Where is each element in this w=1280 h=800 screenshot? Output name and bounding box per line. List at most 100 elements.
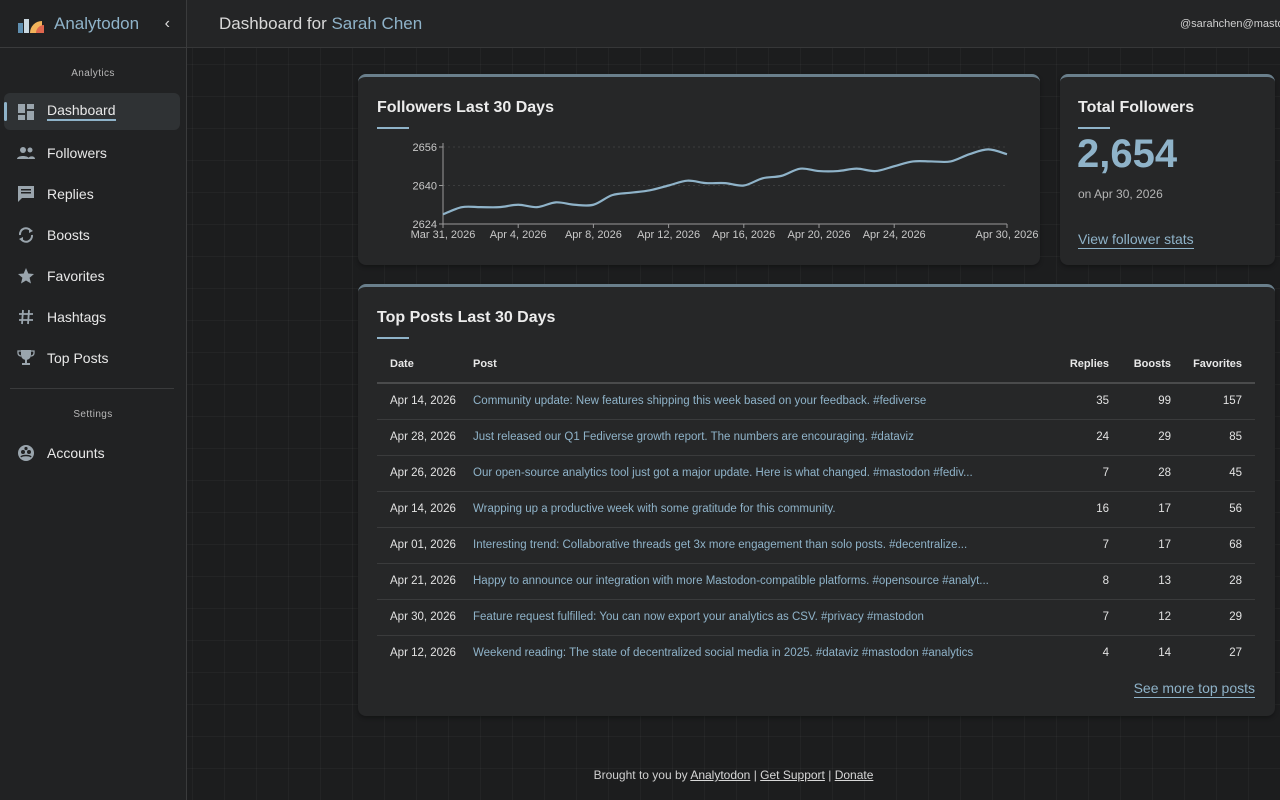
account-handle[interactable]: @sarahchen@mastodon.social <box>1180 17 1280 30</box>
x-tick-label: Apr 8, 2026 <box>565 229 622 241</box>
post-date: Apr 14, 2026 <box>377 383 473 420</box>
x-tick-label: Apr 20, 2026 <box>788 229 851 241</box>
post-boosts: 17 <box>1109 491 1171 528</box>
analytodon-logo-icon <box>18 18 44 33</box>
post-link[interactable]: Wrapping up a productive week with some … <box>473 491 1031 528</box>
top-posts-table: Date Post Replies Boosts Favorites Apr 1… <box>377 345 1255 671</box>
x-tick-label: Mar 31, 2026 <box>411 229 476 241</box>
column-header-favorites[interactable]: Favorites <box>1171 345 1255 384</box>
sidebar-item-followers[interactable]: Followers <box>4 134 180 171</box>
page-title-prefix: Dashboard for <box>219 13 327 33</box>
hashtag-icon <box>16 307 36 327</box>
table-row: Apr 26, 2026 Our open-source analytics t… <box>377 455 1255 492</box>
table-row: Apr 21, 2026 Happy to announce our integ… <box>377 563 1255 600</box>
sidebar-item-label: Followers <box>47 144 107 161</box>
column-header-date[interactable]: Date <box>377 345 473 384</box>
post-favorites: 68 <box>1171 527 1255 564</box>
sidebar-item-favorites[interactable]: Favorites <box>4 257 180 294</box>
sidebar-item-boosts[interactable]: Boosts <box>4 216 180 253</box>
sidebar-item-label: Top Posts <box>47 349 109 366</box>
post-boosts: 28 <box>1109 455 1171 492</box>
people-icon <box>16 143 36 163</box>
post-link[interactable]: Our open-source analytics tool just got … <box>473 455 1031 492</box>
footer-link-donate[interactable]: Donate <box>834 768 874 782</box>
post-link[interactable]: Just released our Q1 Fediverse growth re… <box>473 419 1031 456</box>
total-followers-value: 2,654 <box>1077 132 1178 176</box>
see-more-top-posts-link[interactable]: See more top posts <box>1133 680 1255 698</box>
star-icon <box>16 266 36 286</box>
post-link[interactable]: Interesting trend: Collaborative threads… <box>473 527 1031 564</box>
x-tick-label: Apr 24, 2026 <box>863 229 926 241</box>
total-followers-title: Total Followers <box>1078 99 1195 116</box>
y-tick-label: 2640 <box>413 181 437 193</box>
y-tick-label: 2624 <box>413 219 437 231</box>
post-favorites: 45 <box>1171 455 1255 492</box>
post-favorites: 157 <box>1171 383 1255 420</box>
followers-line-chart: 2624 2640 2656 Mar 31, 2026 Apr 4, 2026 Apr 8… <box>411 142 1039 241</box>
column-header-boosts[interactable]: Boosts <box>1109 345 1171 384</box>
top-posts-card: Top Posts Last 30 Days Date Post Replies… <box>358 284 1275 716</box>
followers-chart-card: Followers Last 30 Days 2624 2640 2656 Mar 3… <box>358 74 1040 265</box>
column-header-post[interactable]: Post <box>473 345 1031 384</box>
sidebar-item-label: Accounts <box>47 444 105 461</box>
post-favorites: 28 <box>1171 563 1255 600</box>
post-replies: 4 <box>1102 647 1109 660</box>
footer-separator: | <box>753 768 757 782</box>
analytics-section-title: Analytics <box>71 68 115 79</box>
post-date: Apr 30, 2026 <box>377 599 473 636</box>
dashboard-icon <box>16 102 36 122</box>
sidebar-item-label: Favorites <box>47 267 105 284</box>
x-tick-label: Apr 12, 2026 <box>637 229 700 241</box>
footer: Brought to you by Analytodon | Get Suppo… <box>187 768 1280 782</box>
title-underline <box>377 127 409 129</box>
sidebar-divider <box>10 388 174 389</box>
sidebar-item-label: Replies <box>47 185 94 202</box>
title-underline <box>1078 127 1110 129</box>
footer-link-get-support[interactable]: Get Support <box>760 768 825 782</box>
post-date: Apr 01, 2026 <box>377 527 473 564</box>
post-link[interactable]: Feature request fulfilled: You can now e… <box>473 599 1031 636</box>
post-replies: 7 <box>1031 599 1109 636</box>
post-date: Apr 26, 2026 <box>377 455 473 492</box>
post-boosts: 17 <box>1109 527 1171 564</box>
brand: Analytodon ‹ <box>0 0 186 48</box>
post-date: Apr 14, 2026 <box>377 491 473 528</box>
x-tick-label: Apr 16, 2026 <box>712 229 775 241</box>
collapse-sidebar-icon[interactable]: ‹ <box>164 14 170 32</box>
sidebar-item-label: Boosts <box>47 226 90 243</box>
post-date: Apr 12, 2026 <box>390 647 456 660</box>
footer-link-analytodon[interactable]: Analytodon <box>690 768 751 782</box>
post-boosts: 12 <box>1109 599 1171 636</box>
followers-chart-title: Followers Last 30 Days <box>377 99 554 116</box>
post-replies: 7 <box>1031 527 1109 564</box>
post-date: Apr 28, 2026 <box>377 419 473 456</box>
footer-text: Brought to you by <box>593 768 688 782</box>
post-favorites: 85 <box>1171 419 1255 456</box>
app-name: Analytodon <box>54 13 140 33</box>
sidebar-item-hashtags[interactable]: Hashtags <box>4 298 180 335</box>
table-row: Apr 14, 2026 Community update: New featu… <box>377 383 1255 420</box>
total-followers-date: on Apr 30, 2026 <box>1078 187 1163 201</box>
post-boosts: 99 <box>1109 383 1171 420</box>
table-row: Apr 28, 2026 Just released our Q1 Fedive… <box>377 419 1255 456</box>
sidebar-item-label: Dashboard <box>47 102 116 121</box>
post-link[interactable]: Community update: New features shipping … <box>473 383 1031 420</box>
sidebar-item-top-posts[interactable]: Top Posts <box>4 339 180 376</box>
post-link[interactable]: Weekend reading: The state of decentrali… <box>473 647 974 660</box>
sidebar-item-accounts[interactable]: Accounts <box>4 434 180 471</box>
post-replies: 24 <box>1031 419 1109 456</box>
post-boosts: 13 <box>1109 563 1171 600</box>
view-follower-stats-link[interactable]: View follower stats <box>1078 231 1194 249</box>
accounts-icon <box>16 443 36 463</box>
sidebar-item-replies[interactable]: Replies <box>4 175 180 212</box>
settings-section-title: Settings <box>73 409 113 420</box>
chat-icon <box>16 184 36 204</box>
post-replies: 8 <box>1031 563 1109 600</box>
boost-icon <box>16 225 36 245</box>
post-boosts: 29 <box>1109 419 1171 456</box>
footer-separator: | <box>828 768 832 782</box>
post-link[interactable]: Happy to announce our integration with m… <box>473 563 1031 600</box>
column-header-replies[interactable]: Replies <box>1031 345 1109 384</box>
table-header-row: Date Post Replies Boosts Favorites <box>377 345 1255 384</box>
sidebar-item-dashboard[interactable]: Dashboard <box>4 93 180 130</box>
